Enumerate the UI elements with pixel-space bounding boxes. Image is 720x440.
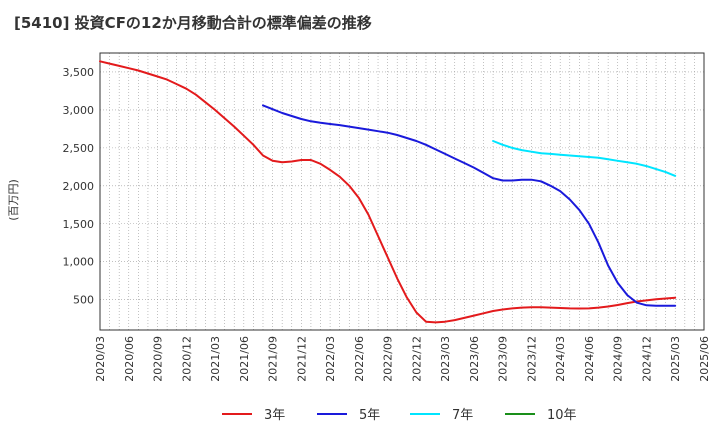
y-tick-label: 3,500 — [63, 66, 95, 79]
x-tick-label: 2025/03 — [669, 336, 682, 382]
x-tick-label: 2022/12 — [410, 336, 423, 382]
plot-frame — [99, 52, 705, 331]
x-tick-label: 2020/03 — [94, 336, 107, 382]
legend-label: 3年 — [264, 408, 285, 423]
x-tick-label: 2025/06 — [698, 336, 711, 382]
y-axis-ticks: 500 1,000 1,500 2,000 2,500 3,000 3,500 — [63, 66, 95, 307]
x-tick-label: 2023/06 — [468, 336, 481, 382]
x-tick-label: 2022/03 — [324, 336, 337, 382]
series-lines — [99, 60, 677, 324]
legend-label: 7年 — [452, 408, 473, 423]
series-line-5年 — [262, 104, 677, 307]
x-tick-label: 2022/09 — [382, 336, 395, 382]
legend: 3年 5年 7年 10年 — [222, 408, 577, 423]
x-tick-label: 2021/06 — [238, 336, 251, 382]
series-line-7年 — [492, 140, 677, 177]
y-tick-label: 2,500 — [63, 142, 95, 155]
x-tick-label: 2023/09 — [497, 336, 510, 382]
x-axis-ticks: 2020/03 2020/06 2020/09 2020/12 2021/03 2021/… — [94, 336, 711, 382]
x-tick-label: 2021/03 — [209, 336, 222, 382]
y-tick-label: 1,500 — [63, 218, 95, 231]
x-tick-label: 2020/06 — [123, 336, 136, 382]
x-tick-label: 2020/09 — [152, 336, 165, 382]
y-tick-label: 500 — [73, 294, 94, 307]
legend-label: 5年 — [359, 408, 380, 423]
y-tick-label: 3,000 — [63, 104, 95, 117]
chart-title: [5410] 投資CFの12か月移動合計の標準偏差の推移 — [14, 14, 372, 32]
y-tick-label: 2,000 — [63, 180, 95, 193]
x-tick-label: 2024/12 — [640, 336, 653, 382]
x-tick-label: 2020/12 — [180, 336, 193, 382]
x-tick-label: 2023/03 — [439, 336, 452, 382]
series-line-3年 — [99, 60, 677, 324]
x-tick-label: 2021/12 — [295, 336, 308, 382]
x-tick-label: 2024/09 — [612, 336, 625, 382]
y-tick-label: 1,000 — [63, 256, 95, 269]
x-tick-label: 2024/06 — [583, 336, 596, 382]
legend-label: 10年 — [547, 408, 577, 423]
x-tick-label: 2023/12 — [525, 336, 538, 382]
y-axis-label: (百万円) — [7, 179, 20, 221]
x-tick-label: 2022/06 — [353, 336, 366, 382]
x-tick-label: 2021/09 — [267, 336, 280, 382]
x-tick-label: 2024/03 — [554, 336, 567, 382]
